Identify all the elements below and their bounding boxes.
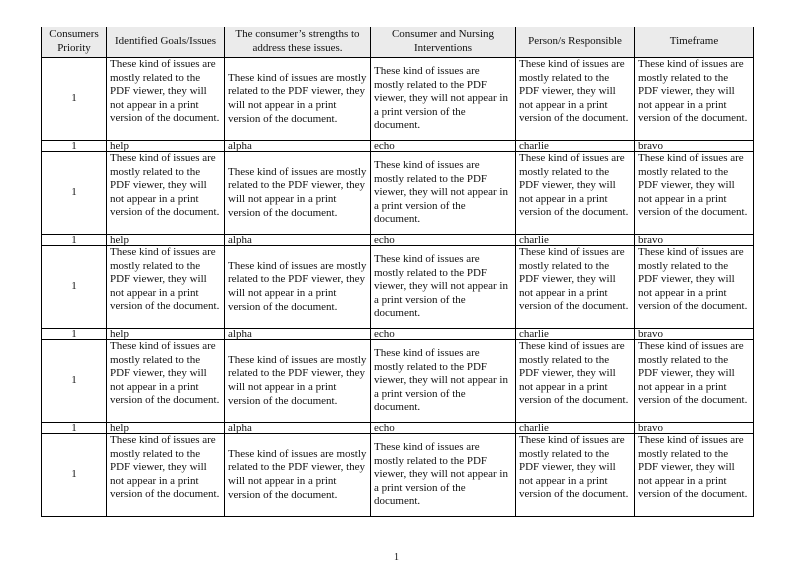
cell-goals: These kind of issues are mostly related … (106, 57, 225, 141)
page-number: 1 (394, 552, 399, 563)
cell-timeframe: bravo (634, 422, 754, 434)
cell-timeframe: bravo (634, 328, 754, 340)
cell-timeframe: These kind of issues are mostly related … (634, 339, 754, 423)
cell-strengths: alpha (224, 328, 371, 340)
cell-timeframe: bravo (634, 140, 754, 152)
cell-responsible: These kind of issues are mostly related … (515, 245, 635, 329)
cell-priority: 1 (41, 140, 107, 152)
cell-timeframe: These kind of issues are mostly related … (634, 245, 754, 329)
header-strengths: The consumer’s strengths to address thes… (224, 27, 371, 58)
header-interventions: Consumer and Nursing Interventions (370, 27, 516, 58)
cell-interventions: echo (370, 422, 516, 434)
cell-interventions: echo (370, 234, 516, 246)
header-responsible: Person/s Responsible (515, 27, 635, 58)
table-row: 1 help alpha echo charlie bravo (41, 234, 754, 246)
header-priority: Consumers Priority (41, 27, 107, 58)
cell-responsible: These kind of issues are mostly related … (515, 433, 635, 517)
cell-strengths: alpha (224, 140, 371, 152)
cell-interventions: These kind of issues are mostly related … (370, 433, 516, 517)
cell-timeframe: These kind of issues are mostly related … (634, 433, 754, 517)
cell-priority: 1 (41, 57, 107, 141)
cell-strengths: These kind of issues are mostly related … (224, 245, 371, 329)
cell-timeframe: These kind of issues are mostly related … (634, 57, 754, 141)
cell-strengths: alpha (224, 422, 371, 434)
header-row: Consumers Priority Identified Goals/Issu… (41, 27, 754, 58)
cell-interventions: These kind of issues are mostly related … (370, 151, 516, 235)
cell-timeframe: bravo (634, 234, 754, 246)
cell-interventions: echo (370, 140, 516, 152)
cell-goals: These kind of issues are mostly related … (106, 245, 225, 329)
cell-priority: 1 (41, 151, 107, 235)
header-goals: Identified Goals/Issues (106, 27, 225, 58)
cell-priority: 1 (41, 234, 107, 246)
care-plan-table: Consumers Priority Identified Goals/Issu… (41, 27, 754, 517)
cell-priority: 1 (41, 339, 107, 423)
cell-strengths: alpha (224, 234, 371, 246)
table-row: 1 These kind of issues are mostly related… (41, 151, 754, 235)
cell-interventions: These kind of issues are mostly related … (370, 339, 516, 423)
cell-strengths: These kind of issues are mostly related … (224, 433, 371, 517)
cell-priority: 1 (41, 422, 107, 434)
cell-goals: help (106, 234, 225, 246)
table-row: 1 These kind of issues are mostly related… (41, 57, 754, 141)
cell-responsible: charlie (515, 140, 635, 152)
cell-responsible: These kind of issues are mostly related … (515, 151, 635, 235)
cell-strengths: These kind of issues are mostly related … (224, 339, 371, 423)
cell-goals: These kind of issues are mostly related … (106, 339, 225, 423)
cell-responsible: charlie (515, 422, 635, 434)
cell-goals: These kind of issues are mostly related … (106, 151, 225, 235)
table-row: 1 These kind of issues are mostly related… (41, 339, 754, 423)
table-row: 1 These kind of issues are mostly related… (41, 245, 754, 329)
cell-timeframe: These kind of issues are mostly related … (634, 151, 754, 235)
cell-responsible: These kind of issues are mostly related … (515, 57, 635, 141)
cell-interventions: These kind of issues are mostly related … (370, 245, 516, 329)
table-row: 1 help alpha echo charlie bravo (41, 328, 754, 340)
header-timeframe: Timeframe (634, 27, 754, 58)
cell-responsible: charlie (515, 234, 635, 246)
table-body: 1 These kind of issues are mostly related… (41, 57, 754, 517)
cell-responsible: charlie (515, 328, 635, 340)
cell-strengths: These kind of issues are mostly related … (224, 151, 371, 235)
table-row: 1 help alpha echo charlie bravo (41, 422, 754, 434)
cell-priority: 1 (41, 328, 107, 340)
table-row: 1 These kind of issues are mostly related… (41, 433, 754, 517)
cell-responsible: These kind of issues are mostly related … (515, 339, 635, 423)
cell-priority: 1 (41, 245, 107, 329)
cell-goals: These kind of issues are mostly related … (106, 433, 225, 517)
cell-goals: help (106, 328, 225, 340)
cell-priority: 1 (41, 433, 107, 517)
table-row: 1 help alpha echo charlie bravo (41, 140, 754, 152)
cell-interventions: These kind of issues are mostly related … (370, 57, 516, 141)
cell-strengths: These kind of issues are mostly related … (224, 57, 371, 141)
cell-goals: help (106, 422, 225, 434)
cell-interventions: echo (370, 328, 516, 340)
cell-goals: help (106, 140, 225, 152)
